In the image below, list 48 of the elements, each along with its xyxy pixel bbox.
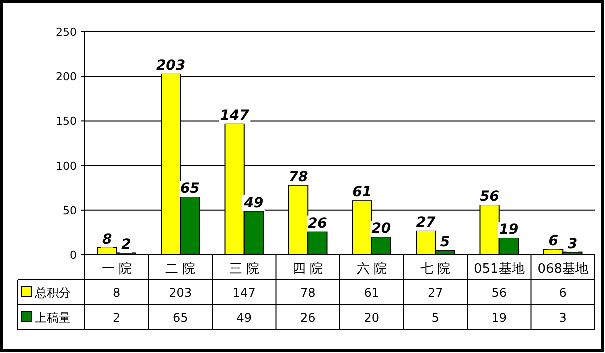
data-label: 6 bbox=[559, 286, 567, 300]
annotation: 61 bbox=[352, 184, 372, 201]
data-label: 65 bbox=[172, 311, 188, 325]
annotation: 49 bbox=[243, 195, 264, 212]
data-label: 2 bbox=[113, 311, 121, 325]
annotation: 78 bbox=[288, 169, 309, 186]
annotation: 2 bbox=[122, 237, 132, 254]
y-tick-label: 100 bbox=[56, 160, 77, 173]
data-label: 56 bbox=[492, 286, 508, 300]
x-tick-label: 068基地 bbox=[538, 262, 589, 277]
annotation: 27 bbox=[416, 214, 436, 231]
x-tick-label: 051基地 bbox=[474, 262, 525, 277]
legend-label: 上稿量 bbox=[35, 311, 71, 325]
data-label: 147 bbox=[232, 286, 256, 300]
x-tick-label: 一 院 bbox=[102, 262, 132, 277]
annotation: 8 bbox=[102, 232, 112, 248]
annotation: 20 bbox=[372, 221, 392, 238]
data-label: 3 bbox=[559, 311, 567, 325]
annotation: 26 bbox=[308, 216, 328, 232]
x-tick-label: 七 院 bbox=[420, 262, 451, 277]
y-tick-label: 200 bbox=[56, 70, 77, 84]
data-label: 5 bbox=[432, 311, 440, 325]
annotation: 19 bbox=[499, 222, 519, 238]
y-tick-label: 150 bbox=[56, 115, 77, 128]
data-label: 61 bbox=[364, 286, 380, 300]
x-tick-label: 六 院 bbox=[356, 262, 387, 277]
data-label: 20 bbox=[364, 311, 380, 325]
y-tick-label: 0 bbox=[70, 249, 77, 262]
x-tick-label: 四 院 bbox=[293, 262, 324, 277]
annotation: 56 bbox=[480, 189, 500, 206]
annotation: 3 bbox=[568, 236, 578, 252]
annotation: 65 bbox=[180, 181, 200, 198]
data-label: 19 bbox=[492, 311, 508, 325]
data-label: 26 bbox=[300, 311, 316, 325]
annotation: 5 bbox=[440, 234, 450, 251]
annotation: 6 bbox=[548, 234, 559, 250]
data-label: 78 bbox=[300, 286, 316, 300]
annotation: 147 bbox=[220, 108, 250, 124]
data-label: 49 bbox=[236, 311, 252, 325]
x-tick-label: 二 院 bbox=[166, 262, 196, 277]
data-label: 203 bbox=[169, 286, 192, 300]
legend-label: 总积分 bbox=[34, 286, 71, 300]
data-label: 27 bbox=[428, 286, 444, 300]
annotation: 203 bbox=[156, 58, 186, 74]
x-tick-label: 三 院 bbox=[229, 262, 260, 277]
data-label: 8 bbox=[113, 286, 121, 300]
y-tick-label: 250 bbox=[56, 26, 77, 39]
y-tick-label: 50 bbox=[63, 204, 77, 218]
